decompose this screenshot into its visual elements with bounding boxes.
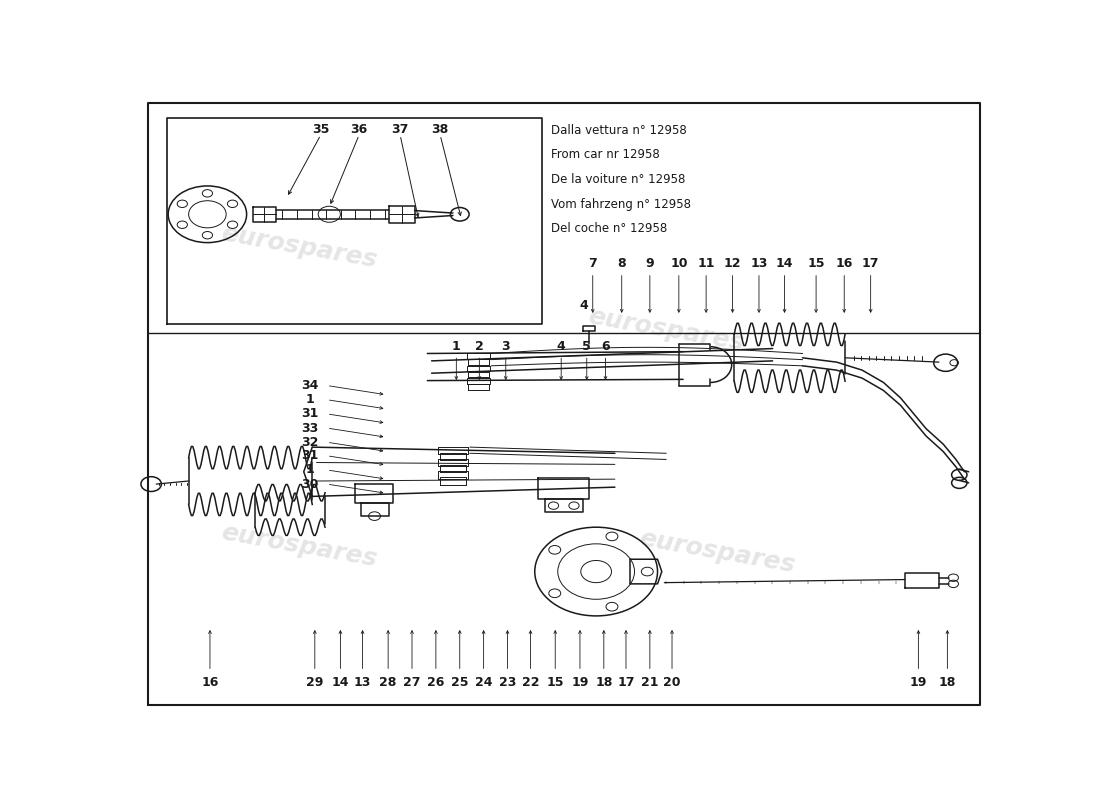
Text: 36: 36: [351, 123, 367, 136]
Text: 21: 21: [641, 676, 659, 689]
Text: eurospares: eurospares: [586, 305, 746, 356]
Text: 37: 37: [392, 123, 409, 136]
Text: 14: 14: [776, 257, 793, 270]
Text: 18: 18: [595, 676, 613, 689]
Text: From car nr 12958: From car nr 12958: [551, 148, 660, 162]
Text: 3: 3: [502, 339, 510, 353]
Text: 4: 4: [579, 299, 587, 312]
Text: 1: 1: [306, 463, 315, 477]
Text: 30: 30: [301, 478, 318, 490]
Text: 7: 7: [588, 257, 597, 270]
Text: 2: 2: [475, 339, 484, 353]
Text: 1: 1: [306, 393, 315, 406]
Text: 23: 23: [498, 676, 516, 689]
Text: 11: 11: [697, 257, 715, 270]
Text: 9: 9: [646, 257, 654, 270]
Text: De la voiture n° 12958: De la voiture n° 12958: [551, 173, 685, 186]
Text: 14: 14: [331, 676, 349, 689]
Text: Dalla vettura n° 12958: Dalla vettura n° 12958: [551, 124, 686, 137]
Text: 1: 1: [452, 339, 461, 353]
Text: 28: 28: [379, 676, 397, 689]
Text: 35: 35: [312, 123, 330, 136]
Text: 8: 8: [617, 257, 626, 270]
Text: 32: 32: [301, 436, 318, 449]
Text: eurospares: eurospares: [220, 222, 380, 273]
Text: 15: 15: [807, 257, 825, 270]
Text: 24: 24: [475, 676, 493, 689]
Text: 26: 26: [427, 676, 444, 689]
Text: 25: 25: [451, 676, 469, 689]
Text: 38: 38: [431, 123, 449, 136]
Text: 6: 6: [602, 339, 609, 353]
Text: 13: 13: [354, 676, 371, 689]
Text: Del coche n° 12958: Del coche n° 12958: [551, 222, 668, 235]
Text: 16: 16: [836, 257, 852, 270]
Text: 27: 27: [404, 676, 421, 689]
Text: 15: 15: [547, 676, 564, 689]
Text: 5: 5: [582, 339, 591, 353]
Text: 34: 34: [301, 379, 318, 392]
Text: 29: 29: [306, 676, 323, 689]
Text: 12: 12: [724, 257, 741, 270]
Text: 18: 18: [938, 676, 956, 689]
Text: 13: 13: [750, 257, 768, 270]
Text: 19: 19: [571, 676, 588, 689]
Text: Vom fahrzeng n° 12958: Vom fahrzeng n° 12958: [551, 198, 691, 210]
Text: 31: 31: [301, 407, 318, 420]
Text: 22: 22: [521, 676, 539, 689]
Text: eurospares: eurospares: [220, 520, 380, 571]
Text: 17: 17: [862, 257, 879, 270]
Text: 16: 16: [201, 676, 219, 689]
Text: eurospares: eurospares: [637, 526, 798, 578]
Text: 4: 4: [557, 339, 565, 353]
Text: 33: 33: [301, 422, 318, 434]
Text: 20: 20: [663, 676, 681, 689]
Text: 31: 31: [301, 450, 318, 462]
Text: 10: 10: [670, 257, 688, 270]
Text: 19: 19: [910, 676, 927, 689]
Text: 17: 17: [617, 676, 635, 689]
